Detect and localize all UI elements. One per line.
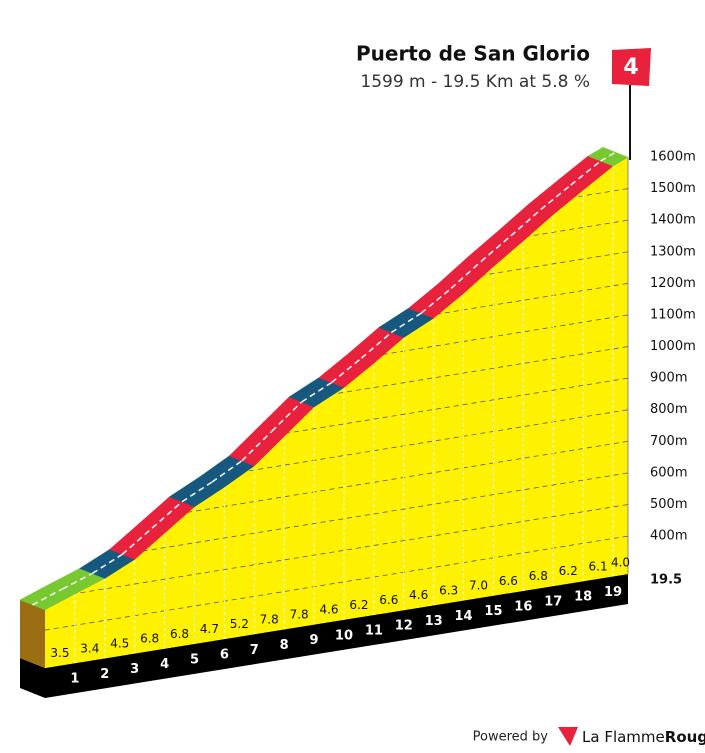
km-label: 15 <box>484 604 502 619</box>
center-dash <box>241 430 273 462</box>
km-label: 5 <box>190 652 199 667</box>
y-tick-label: 400m <box>650 529 687 544</box>
y-tick-label: 1100m <box>650 307 696 322</box>
brand-a: La Flamme <box>582 728 665 746</box>
km-label: 19 <box>604 585 622 600</box>
y-tick-label: 500m <box>650 497 687 512</box>
center-dash <box>450 260 482 290</box>
center-dash <box>540 184 572 211</box>
y-tick-label: 1600m <box>650 150 696 165</box>
gradient-label: 6.6 <box>379 593 398 607</box>
center-dash <box>331 357 362 384</box>
center-dash <box>420 287 452 314</box>
gradient-label: 7.8 <box>260 612 279 626</box>
left-side <box>20 599 45 668</box>
center-dash <box>181 481 213 503</box>
km-label: 3 <box>130 662 139 677</box>
center-dash <box>360 331 392 359</box>
center-dash <box>62 572 93 590</box>
km-label: 2 <box>100 667 109 682</box>
km-label: 14 <box>455 609 473 624</box>
km-label: 7 <box>250 643 259 658</box>
y-tick-label: 1400m <box>650 213 696 228</box>
category-badge: 4 <box>623 55 638 80</box>
flag <box>612 48 651 86</box>
gradient-label: 4.5 <box>110 636 129 650</box>
center-dash <box>121 527 153 555</box>
gradient-label: 4.6 <box>319 603 338 617</box>
gradient-label: 7.0 <box>469 579 488 593</box>
brand-b: Rouge <box>665 728 705 746</box>
gradient-label: 3.4 <box>80 641 99 655</box>
center-dash <box>271 401 303 432</box>
gradient-label: 4.6 <box>409 588 428 602</box>
profile: 400m 500m 600m 700m 800m 900m 1000m 1100m 1200m 1… <box>19 147 696 698</box>
center-dash <box>301 381 332 403</box>
y-tick-label: 1200m <box>650 276 696 291</box>
km-label: 17 <box>544 595 562 610</box>
gradient-label: 3.5 <box>50 646 69 660</box>
gradient-label: 7.8 <box>290 608 309 622</box>
gradient-label: 4.7 <box>200 622 219 636</box>
km-label: 10 <box>335 628 353 643</box>
gradient-label: 6.8 <box>170 627 189 641</box>
km-label: 9 <box>310 633 319 648</box>
gradient-label: 4.0 <box>611 556 630 570</box>
powered-by: Powered by <box>473 730 549 745</box>
gradient-label: 6.3 <box>439 583 458 597</box>
base-side <box>20 658 45 698</box>
brand-logo <box>558 727 578 746</box>
center-dash <box>32 588 63 606</box>
y-tick-label: 900m <box>650 371 687 386</box>
chart-title: Puerto de San Glorio <box>356 42 590 66</box>
y-tick-label: 700m <box>650 434 687 449</box>
gradient-segment <box>587 147 629 167</box>
center-dash <box>510 208 542 237</box>
center-dash <box>151 501 183 529</box>
y-tick-label: 1000m <box>650 339 696 354</box>
center-dash <box>91 553 123 575</box>
gradient-label: 6.6 <box>499 574 518 588</box>
base <box>45 574 628 698</box>
gradient-label: 6.2 <box>559 564 578 578</box>
gradient-label: 6.2 <box>349 598 368 612</box>
y-tick-label: 1500m <box>650 181 696 196</box>
center-dash <box>570 160 602 186</box>
center-dash <box>480 235 512 263</box>
brand: La FlammeRouge <box>582 728 705 746</box>
center-dash <box>390 312 422 334</box>
gradient-label: 5.2 <box>230 617 249 631</box>
y-tick-label: 1300m <box>650 244 696 259</box>
km-label: 18 <box>574 590 592 605</box>
center-dash <box>211 460 243 483</box>
km-label: 13 <box>425 614 443 629</box>
km-label: 4 <box>160 657 169 672</box>
km-label: 16 <box>514 599 532 614</box>
distance-label: 19.5 <box>650 573 682 588</box>
km-label: 8 <box>280 638 289 653</box>
chart-subtitle: 1599 m - 19.5 Km at 5.8 % <box>360 72 590 92</box>
gradient-label: 6.8 <box>529 569 548 583</box>
gradient-label: 6.1 <box>589 559 608 573</box>
km-label: 12 <box>395 619 413 634</box>
km-label: 6 <box>220 648 229 663</box>
y-tick-label: 600m <box>650 465 687 480</box>
km-label: 1 <box>70 672 79 687</box>
gradient-label: 6.8 <box>140 632 159 646</box>
km-label: 11 <box>365 623 383 638</box>
center-dash <box>600 151 616 162</box>
y-tick-label: 800m <box>650 402 687 417</box>
profile-face <box>45 157 628 668</box>
